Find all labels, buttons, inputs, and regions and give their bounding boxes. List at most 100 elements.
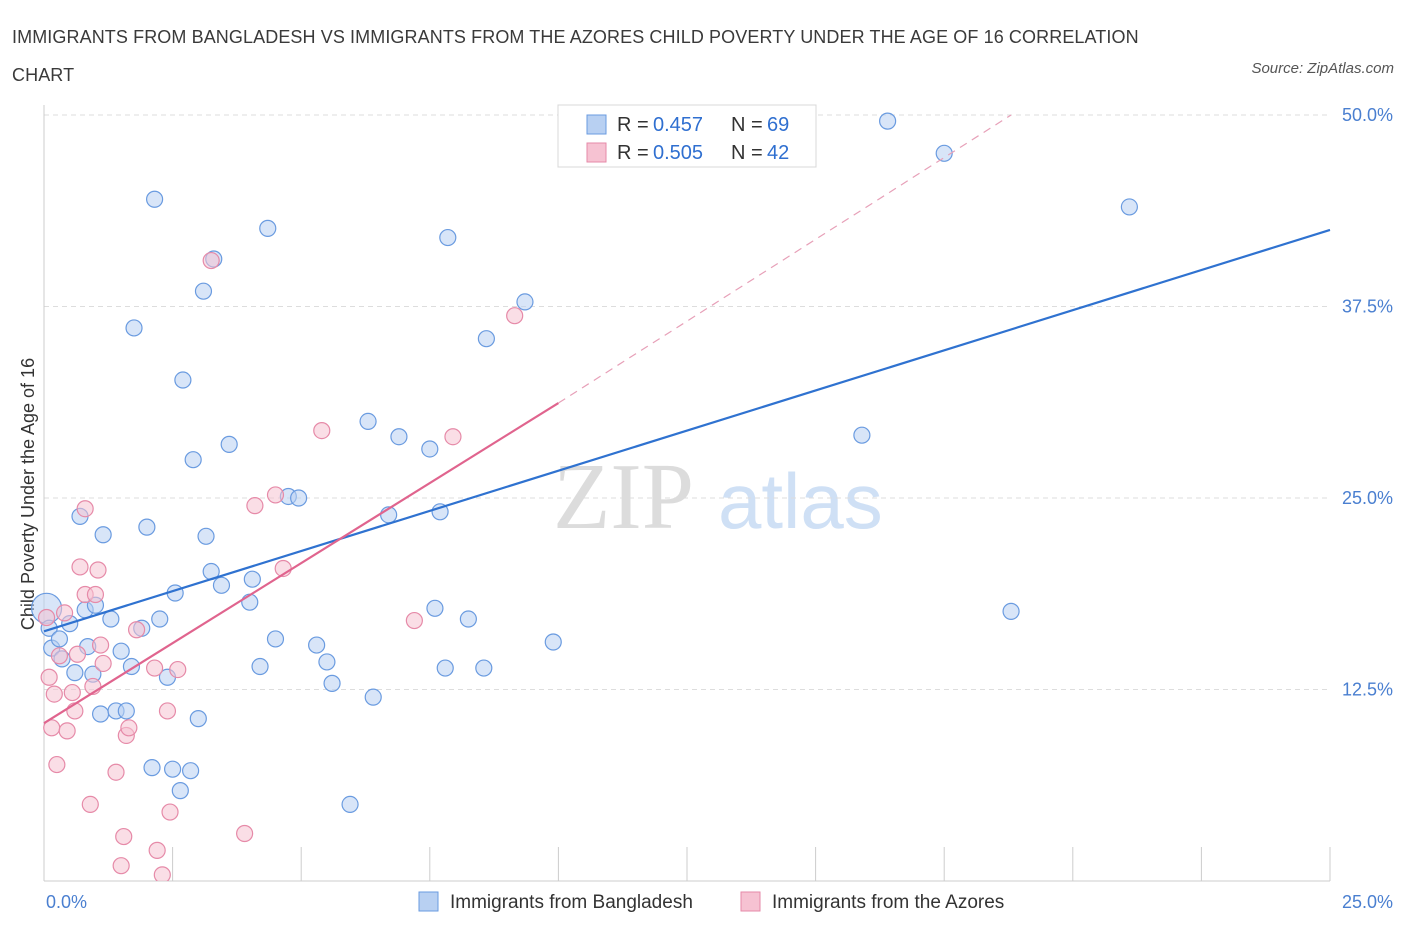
- legend-n-label-1: N =: [731, 114, 763, 136]
- legend-r-value-2: 0.505: [653, 142, 703, 164]
- watermark-zip: ZIP: [553, 445, 694, 549]
- bangladesh-point-34: [197, 527, 215, 545]
- bangladesh-point-64: [853, 426, 871, 444]
- bottom-legend: Immigrants from Bangladesh Immigrants fr…: [418, 891, 1004, 913]
- bangladesh-point-47: [318, 653, 336, 671]
- y-tick-label-3: 50.0%: [1342, 105, 1393, 125]
- azores-trend-extension: [558, 114, 1012, 404]
- azores-point-31: [169, 660, 187, 679]
- bangladesh-point-38: [220, 435, 238, 453]
- bangladesh-point-62: [516, 293, 534, 311]
- trend-lines: [43, 114, 1331, 725]
- azores-point-30: [161, 803, 179, 821]
- bangladesh-point-13: [94, 526, 112, 544]
- azores-point-20: [107, 763, 125, 781]
- azores-point-3: [45, 685, 63, 703]
- azores-point-6: [55, 604, 74, 622]
- watermark: ZIP atlas: [553, 445, 883, 549]
- azores-point-21: [112, 857, 130, 875]
- legend-n-value-1: 69: [767, 114, 789, 136]
- bangladesh-point-50: [359, 412, 377, 430]
- azores-point-8: [63, 683, 81, 702]
- azores-point-5: [50, 647, 69, 665]
- bangladesh-point-49: [341, 795, 359, 814]
- azores-point-39: [444, 428, 462, 446]
- azores-point-33: [236, 824, 254, 843]
- bangladesh-point-61: [477, 330, 495, 348]
- bangladesh-point-46: [308, 636, 326, 654]
- bangladesh-point-63: [544, 633, 562, 651]
- bangladesh-point-28: [171, 782, 189, 800]
- bottom-legend-label-azores: Immigrants from the Azores: [772, 892, 1004, 913]
- bangladesh-point-29: [174, 371, 192, 389]
- bangladesh-point-40: [243, 570, 261, 588]
- y-tick-label-0: 12.5%: [1342, 680, 1393, 700]
- azores-point-25: [127, 621, 146, 639]
- bangladesh-point-42: [259, 219, 277, 237]
- azores-trend-line: [43, 402, 559, 725]
- bangladesh-point-39: [241, 593, 259, 611]
- bangladesh-point-53: [390, 428, 408, 446]
- azores-point-28: [153, 866, 171, 881]
- azores-point-4: [48, 755, 66, 774]
- legend-r-label-1: R =: [617, 114, 649, 136]
- bangladesh-point-43: [266, 630, 285, 648]
- y-tick-label-1: 25.0%: [1342, 488, 1393, 508]
- bangladesh-point-60: [475, 659, 493, 677]
- azores-point-27: [148, 841, 166, 859]
- x-tick-labels: 0.0% 25.0%: [46, 892, 1393, 912]
- legend-n-label-2: N =: [731, 142, 763, 164]
- bangladesh-point-57: [436, 659, 454, 677]
- azores-point-13: [76, 500, 94, 518]
- azores-point-32: [202, 251, 220, 270]
- bangladesh-point-54: [421, 440, 439, 458]
- bangladesh-point-14: [102, 610, 120, 628]
- azores-point-11: [71, 558, 89, 576]
- azores-point-37: [313, 421, 331, 440]
- bangladesh-point-3: [50, 630, 69, 648]
- bangladesh-point-32: [189, 710, 207, 728]
- bangladesh-point-48: [323, 674, 341, 692]
- bangladesh-point-30: [182, 762, 200, 780]
- bangladesh-point-6: [66, 664, 84, 682]
- bangladesh-point-65: [879, 112, 897, 130]
- azores-point-38: [405, 611, 423, 630]
- bangladesh-point-58: [439, 228, 457, 247]
- bangladesh-point-19: [125, 319, 143, 337]
- legend-n-value-2: 42: [767, 142, 789, 164]
- azores-point-10: [68, 645, 87, 663]
- azores-point-26: [145, 659, 164, 677]
- chart-title: IMMIGRANTS FROM BANGLADESH VS IMMIGRANTS…: [12, 27, 1139, 85]
- watermark-atlas: atlas: [718, 457, 883, 545]
- azores-point-16: [86, 585, 105, 604]
- x-tick-label-0: 0.0%: [46, 892, 87, 912]
- bangladesh-point-37: [212, 576, 231, 594]
- bangladesh-point-16: [112, 642, 130, 660]
- bangladesh-point-21: [138, 518, 156, 536]
- bottom-legend-swatch-azores: [740, 891, 761, 912]
- legend-box: R = 0.457 N = 69 R = 0.505 N = 42: [557, 104, 817, 168]
- bangladesh-point-45: [290, 489, 308, 507]
- azores-point-14: [81, 795, 99, 814]
- bangladesh-point-24: [151, 610, 169, 628]
- y-axis-label: Child Poverty Under the Age of 16: [18, 358, 38, 630]
- bangladesh-point-66: [935, 144, 953, 162]
- legend-swatch-azores: [586, 142, 607, 163]
- azores-point-18: [91, 636, 110, 654]
- azores-point-40: [506, 307, 524, 325]
- bangladesh-point-22: [143, 759, 161, 777]
- y-tick-labels: 12.5% 25.0% 37.5% 50.0%: [1342, 105, 1393, 700]
- azores-point-19: [94, 654, 112, 673]
- bangladesh-point-12: [91, 705, 110, 723]
- bangladesh-point-17: [117, 702, 135, 720]
- bangladesh-point-59: [459, 610, 477, 628]
- y-tick-label-2: 37.5%: [1342, 297, 1393, 317]
- azores-point-17: [89, 561, 107, 579]
- azores-point-0: [37, 608, 56, 627]
- source-label: Source: ZipAtlas.com: [1251, 60, 1394, 77]
- x-tick-label-1: 25.0%: [1342, 892, 1393, 912]
- bangladesh-point-31: [184, 451, 202, 469]
- bottom-legend-label-bangladesh: Immigrants from Bangladesh: [450, 892, 693, 913]
- bangladesh-point-68: [1120, 198, 1138, 216]
- azores-point-22: [115, 827, 133, 846]
